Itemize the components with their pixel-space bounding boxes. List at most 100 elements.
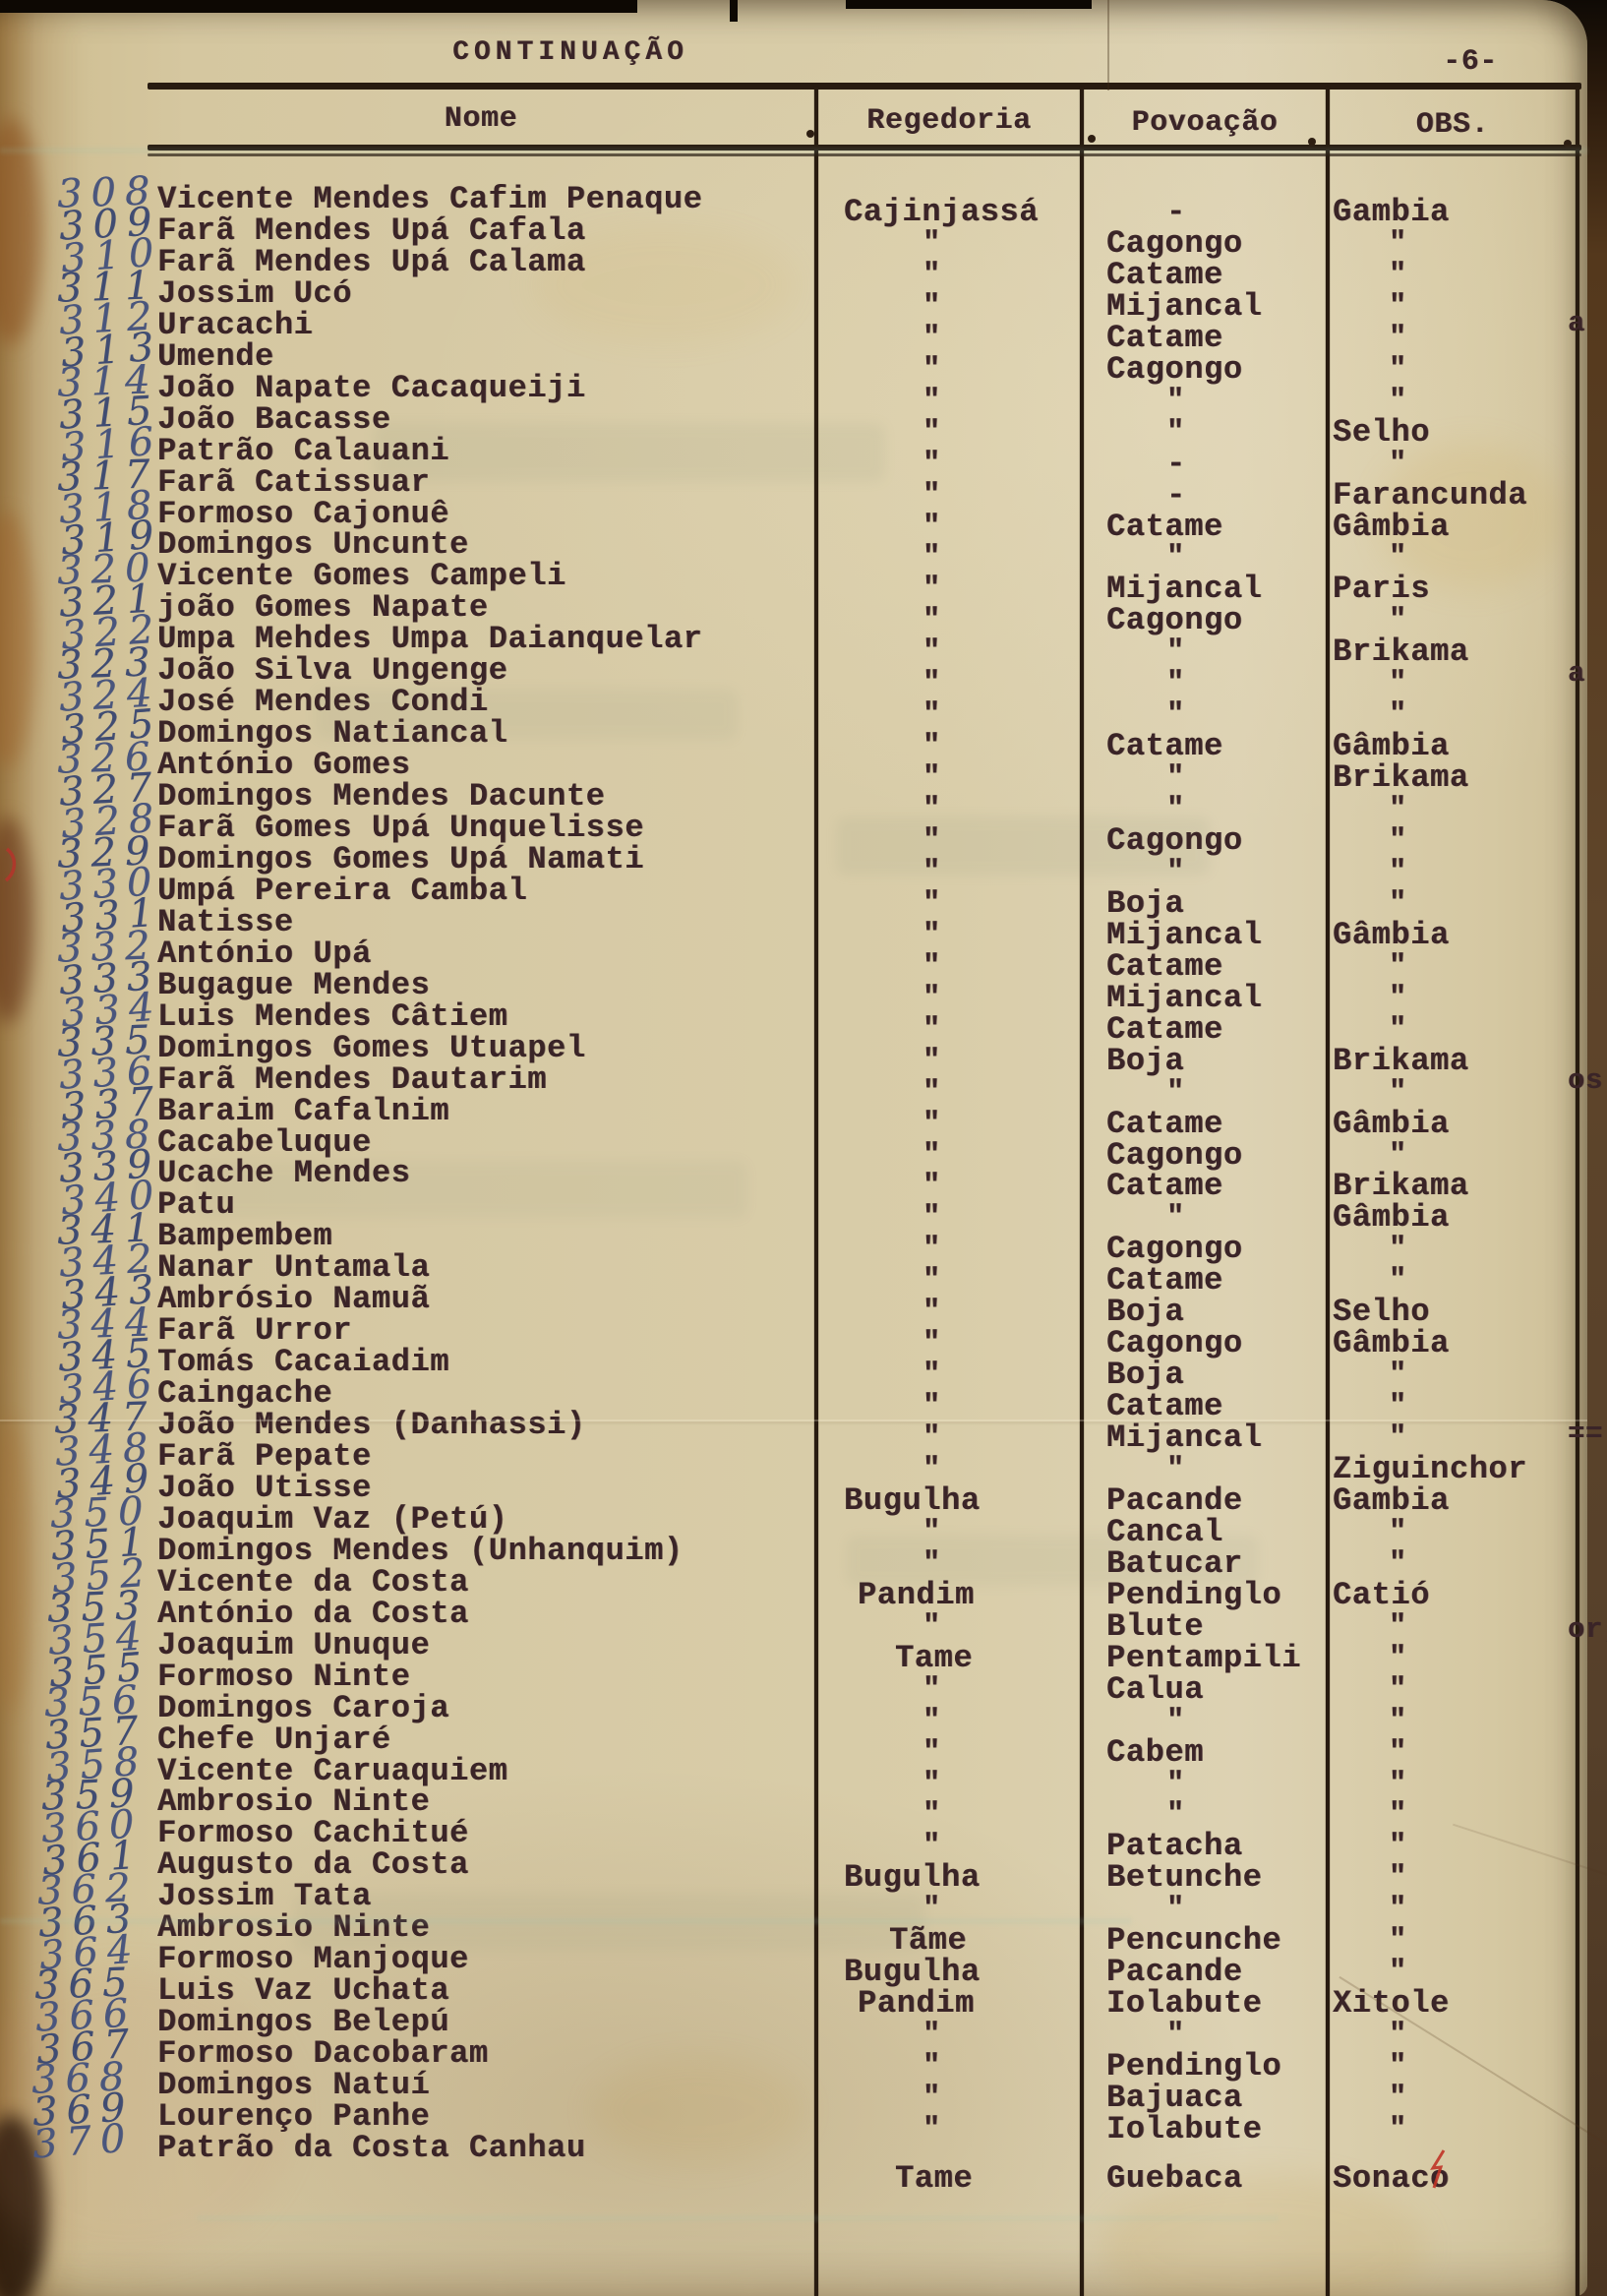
table-row: 320 Vicente Gomes Campeli " Mijancal Paris xyxy=(0,546,1587,607)
obs-cell: " xyxy=(1389,447,1407,481)
povoacao-cell: Pendinglo xyxy=(1106,2048,1282,2085)
table-row: 318 Formoso Cajonuê " Catame Gâmbia xyxy=(0,482,1587,544)
obs-cell: " xyxy=(1389,1546,1407,1581)
header-dot xyxy=(1308,138,1316,146)
povoacao-cell: Catame xyxy=(1106,1262,1223,1299)
regedoria-cell: " xyxy=(923,573,941,607)
name-cell: Jossim Ucó xyxy=(157,274,353,312)
name-cell: Jossim Tata xyxy=(157,1878,372,1915)
regedoria-cell: " xyxy=(923,1515,941,1549)
name-cell: Farã Mendes Upá Calama xyxy=(157,243,586,280)
obs-cell: " xyxy=(1389,226,1407,261)
povoacao-cell: " xyxy=(1166,541,1185,575)
regedoria-cell: " xyxy=(923,1044,941,1078)
name-cell: Domingos Gomes Upá Namati xyxy=(157,840,645,877)
name-cell: Ambrósio Namuã xyxy=(157,1281,431,1318)
table-row: 362 Jossim Tata " " " xyxy=(0,1866,1587,1927)
table-row: 342 Nanar Untamala " Catame " xyxy=(0,1237,1587,1299)
table-row: 352 Vicente da Costa Pandim Pendinglo Catió xyxy=(0,1549,1587,1611)
povoacao-cell: " xyxy=(1166,1798,1185,1833)
table-row: 336 Farã Mendes Dautarim " " " xyxy=(0,1048,1587,1110)
obs-cell: " xyxy=(1389,1956,1407,1990)
name-cell: Vicente da Costa xyxy=(157,1563,469,1601)
name-cell: António da Costa xyxy=(157,1595,469,1632)
regedoria-cell: " xyxy=(923,1421,941,1456)
povoacao-cell: " xyxy=(1166,1075,1185,1110)
regedoria-cell: " xyxy=(923,2019,941,2053)
table-row: 332 António Upá " Catame " xyxy=(0,923,1587,984)
regedoria-cell: " xyxy=(923,289,941,324)
table-row: 317 Farã Catissuar " - Farancunda xyxy=(0,452,1587,513)
table-row: 327 Domingos Mendes Dacunte " " " xyxy=(0,764,1587,826)
regedoria-cell: " xyxy=(923,918,941,952)
name-cell: Domingos Mendes Dacunte xyxy=(157,778,606,816)
obs-cell: " xyxy=(1389,1421,1407,1456)
name-cell: João Utisse xyxy=(157,1469,372,1506)
name-cell: Umpá Pereira Cambal xyxy=(157,872,528,909)
obs-cell: " xyxy=(1389,1233,1407,1267)
name-cell: Domingos Uncunte xyxy=(157,526,469,564)
name-cell: Tomás Cacaiadim xyxy=(157,1344,450,1381)
table-row: 319 Domingos Uncunte " " " xyxy=(0,513,1587,575)
povoacao-cell: " xyxy=(1166,1704,1185,1738)
obs-cell: " xyxy=(1389,1767,1407,1801)
povoacao-cell: Catame xyxy=(1106,1105,1223,1142)
table-row: 322 Umpa Mehdes Umpa Daianquelar " " Brikama xyxy=(0,607,1587,670)
column-header-obs: OBS. xyxy=(1415,108,1490,142)
obs-cell: " xyxy=(1389,886,1407,921)
name-cell: Patrão Calauani xyxy=(157,432,450,469)
obs-cell: Gâmbia xyxy=(1333,728,1450,765)
name-cell: João Mendes (Danhassi) xyxy=(157,1407,586,1444)
regedoria-cell: Bugulha xyxy=(844,1954,981,1991)
table-row: 360 Formoso Cachitué " Patacha " xyxy=(0,1802,1587,1864)
obs-cell: " xyxy=(1389,1735,1407,1770)
obs-cell: Gâmbia xyxy=(1333,916,1450,953)
obs-cell: " xyxy=(1389,667,1407,701)
obs-cell: " xyxy=(1389,1672,1407,1707)
scan-streak xyxy=(197,2215,1279,2221)
table-row: 358 Vicente Caruaquiem " " " xyxy=(0,1738,1587,1801)
name-cell: Domingos Gomes Utuapel xyxy=(157,1029,586,1066)
obs-cell: Brikama xyxy=(1333,1042,1469,1079)
povoacao-cell: Catame xyxy=(1106,508,1223,545)
table-row: 339 Ucache Mendes " Catame Brikama xyxy=(0,1142,1587,1204)
table-row: 348 Farã Pepate " " Ziguinchor xyxy=(0,1424,1587,1486)
name-cell: Umende xyxy=(157,337,274,375)
name-cell: Chefe Unjaré xyxy=(157,1721,391,1758)
table-rule-header-bottom xyxy=(148,145,1581,151)
edge-text-fragment: os xyxy=(1568,1064,1604,1097)
name-cell: António Gomes xyxy=(157,747,411,784)
bleedthrough-ghost xyxy=(374,423,885,482)
povoacao-cell: " xyxy=(1166,667,1185,701)
name-cell: António Upá xyxy=(157,935,372,972)
bleedthrough-ghost xyxy=(295,1894,924,1951)
povoacao-cell: Cagongo xyxy=(1106,1231,1243,1268)
table-row: 346 Caingache " Catame " xyxy=(0,1361,1587,1424)
regedoria-cell: " xyxy=(923,2082,941,2115)
regedoria-cell: " xyxy=(923,1830,941,1864)
povoacao-cell: Blute xyxy=(1106,1607,1205,1645)
table-row: 363 Ambrosio Ninte Tãme Pencunche " xyxy=(0,1897,1587,1959)
regedoria-cell: " xyxy=(923,1107,941,1141)
table-row: 323 João Silva Ungenge " " " xyxy=(0,639,1587,700)
regedoria-cell: " xyxy=(923,2050,941,2085)
table-row: 313 Umende " Cagongo " xyxy=(0,324,1587,387)
table-rule-header-bottom-echo xyxy=(148,153,1581,156)
povoacao-cell: " xyxy=(1166,1201,1185,1236)
obs-cell: " xyxy=(1389,1264,1407,1299)
name-cell: Ambrosio Ninte xyxy=(157,1783,431,1821)
name-cell: Domingos Caroja xyxy=(157,1689,450,1726)
paper-crease xyxy=(0,1420,1587,1421)
povoacao-cell: " xyxy=(1166,384,1185,418)
obs-cell: Gâmbia xyxy=(1333,1105,1450,1142)
regedoria-cell: " xyxy=(923,1893,941,1927)
name-cell: Domingos Natuí xyxy=(157,2067,431,2103)
povoacao-cell: - xyxy=(1166,476,1186,514)
regedoria-cell: " xyxy=(923,541,941,575)
regedoria-cell: " xyxy=(923,1138,941,1173)
table-row: 347 João Mendes (Danhassi) " Mijancal " xyxy=(0,1394,1587,1455)
bleedthrough-ghost xyxy=(315,689,738,740)
obs-cell: " xyxy=(1389,1893,1407,1927)
table-row: 353 António da Costa " Blute " xyxy=(0,1583,1587,1644)
povoacao-cell: Iolabute xyxy=(1106,2110,1263,2147)
